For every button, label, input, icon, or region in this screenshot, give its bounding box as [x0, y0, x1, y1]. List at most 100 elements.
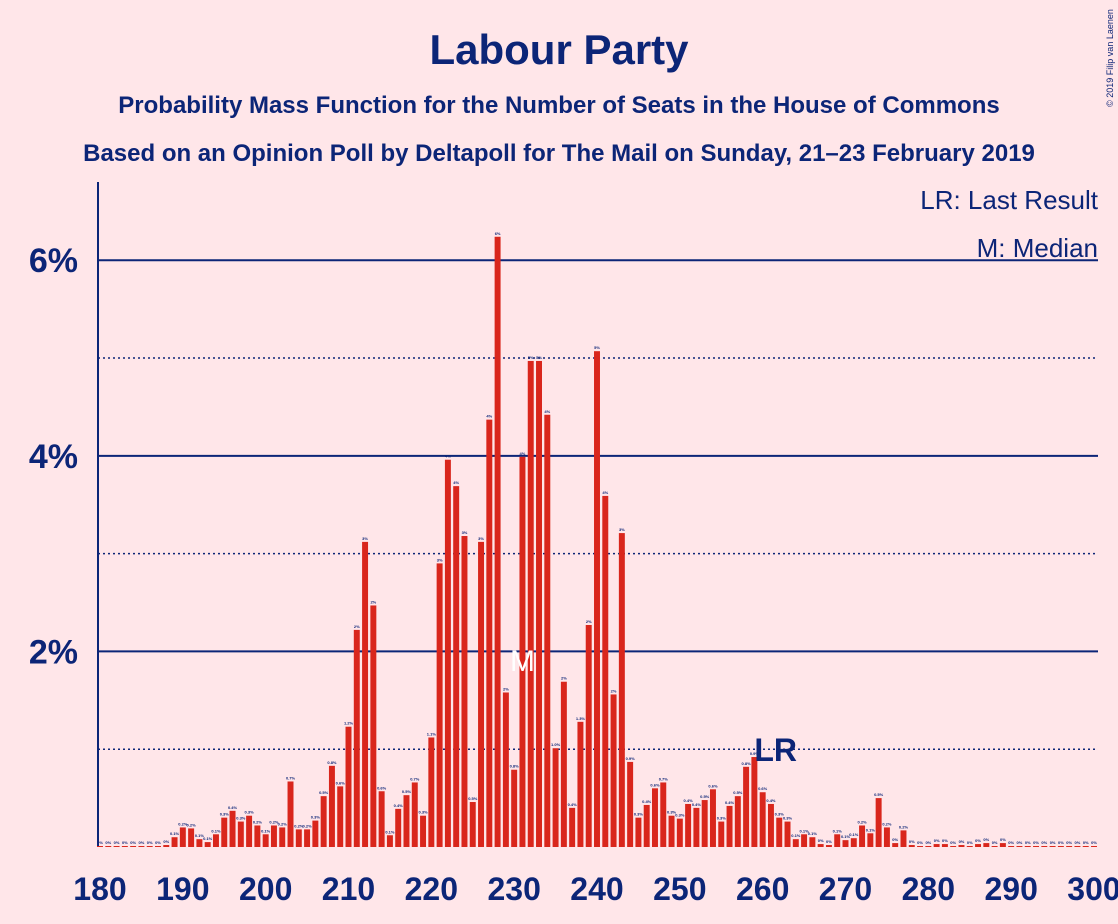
bar — [825, 845, 832, 847]
bar — [709, 789, 716, 847]
value-label: 0.1% — [841, 834, 851, 839]
chart-title: Labour Party — [429, 26, 689, 73]
bar — [386, 835, 393, 847]
value-label: 0% — [1091, 840, 1097, 845]
bar — [917, 846, 924, 847]
value-label: 1.1% — [427, 731, 437, 736]
value-label: 0.1% — [849, 832, 859, 837]
bar — [270, 825, 277, 847]
bar — [1091, 846, 1097, 847]
value-label: 0% — [1058, 840, 1064, 845]
bar — [320, 796, 327, 847]
value-label: 3% — [619, 527, 625, 532]
bar — [1016, 846, 1023, 847]
bar — [370, 605, 377, 847]
value-label: 0% — [818, 838, 824, 843]
bar — [743, 766, 750, 847]
bar — [759, 792, 766, 847]
value-label: 0.1% — [800, 828, 810, 833]
x-tick-label: 240 — [570, 871, 623, 907]
bar — [279, 827, 286, 847]
value-label: 0.8% — [327, 760, 337, 765]
bar — [999, 843, 1006, 847]
bar — [950, 846, 957, 847]
bar — [113, 846, 120, 847]
value-label: 0.3% — [236, 816, 246, 821]
bar — [494, 236, 501, 847]
value-label: 0% — [163, 839, 169, 844]
bar — [975, 844, 982, 847]
value-label: 4% — [453, 480, 459, 485]
bar — [229, 810, 236, 847]
value-label: 0% — [1000, 837, 1006, 842]
bar — [469, 802, 476, 847]
value-label: 0.7% — [410, 776, 420, 781]
value-label: 0% — [147, 840, 153, 845]
value-label: 0.2% — [858, 819, 868, 824]
value-label: 0.2% — [303, 823, 313, 828]
bar — [146, 846, 153, 847]
value-label: 0.4% — [642, 799, 652, 804]
value-label: 0.5% — [319, 790, 329, 795]
legend-entry: LR: Last Result — [920, 185, 1099, 215]
bar — [602, 495, 609, 847]
value-label: 0.2% — [278, 821, 288, 826]
value-label: 0% — [139, 840, 145, 845]
bar — [908, 845, 915, 847]
bar — [958, 845, 965, 847]
value-label: 0.1% — [791, 833, 801, 838]
value-label: 3% — [362, 536, 368, 541]
bar — [262, 834, 269, 847]
chart-subtitle: Based on an Opinion Poll by Deltapoll fo… — [83, 140, 1035, 167]
bar — [767, 803, 774, 847]
value-label: 0.3% — [667, 810, 677, 815]
value-label: 0.4% — [684, 798, 694, 803]
value-label: 0% — [97, 840, 103, 845]
bar — [925, 846, 932, 847]
value-label: 0.3% — [311, 815, 321, 820]
bar — [569, 807, 576, 847]
value-label: 0.2% — [178, 821, 188, 826]
bar — [171, 837, 178, 847]
bar — [420, 815, 427, 847]
bar — [138, 846, 145, 847]
bar — [1082, 846, 1089, 847]
value-label: 4% — [486, 414, 492, 419]
bar — [1049, 846, 1056, 847]
value-label: 0.6% — [377, 785, 387, 790]
bar — [337, 786, 344, 847]
value-label: 4% — [544, 409, 550, 414]
bar — [751, 757, 758, 847]
value-label: 0.2% — [899, 824, 909, 829]
bar — [676, 818, 683, 847]
value-label: 0% — [1008, 840, 1014, 845]
value-label: 0% — [983, 837, 989, 842]
bar — [1074, 846, 1081, 847]
bar — [618, 533, 625, 847]
bar — [461, 536, 468, 847]
value-label: 0% — [1041, 840, 1047, 845]
x-tick-label: 190 — [156, 871, 209, 907]
y-tick-label: 4% — [29, 438, 78, 476]
value-label: 0.3% — [220, 812, 230, 817]
value-label: 2% — [561, 676, 567, 681]
x-tick-label: 200 — [239, 871, 292, 907]
value-label: 3% — [437, 557, 443, 562]
bar — [527, 360, 534, 847]
value-label: 3% — [478, 536, 484, 541]
copyright: © 2019 Filip van Laenen — [1105, 9, 1115, 107]
legend-entry: M: Median — [977, 233, 1098, 263]
bar — [221, 817, 228, 847]
x-tick-label: 210 — [322, 871, 375, 907]
bar — [196, 839, 203, 847]
bar — [97, 846, 103, 847]
value-label: 0.2% — [187, 822, 197, 827]
bar — [502, 692, 509, 847]
bar — [685, 803, 692, 847]
bar — [784, 821, 791, 847]
bar — [552, 748, 559, 847]
value-label: 0% — [942, 838, 948, 843]
bar — [900, 830, 907, 847]
bar — [121, 846, 128, 847]
